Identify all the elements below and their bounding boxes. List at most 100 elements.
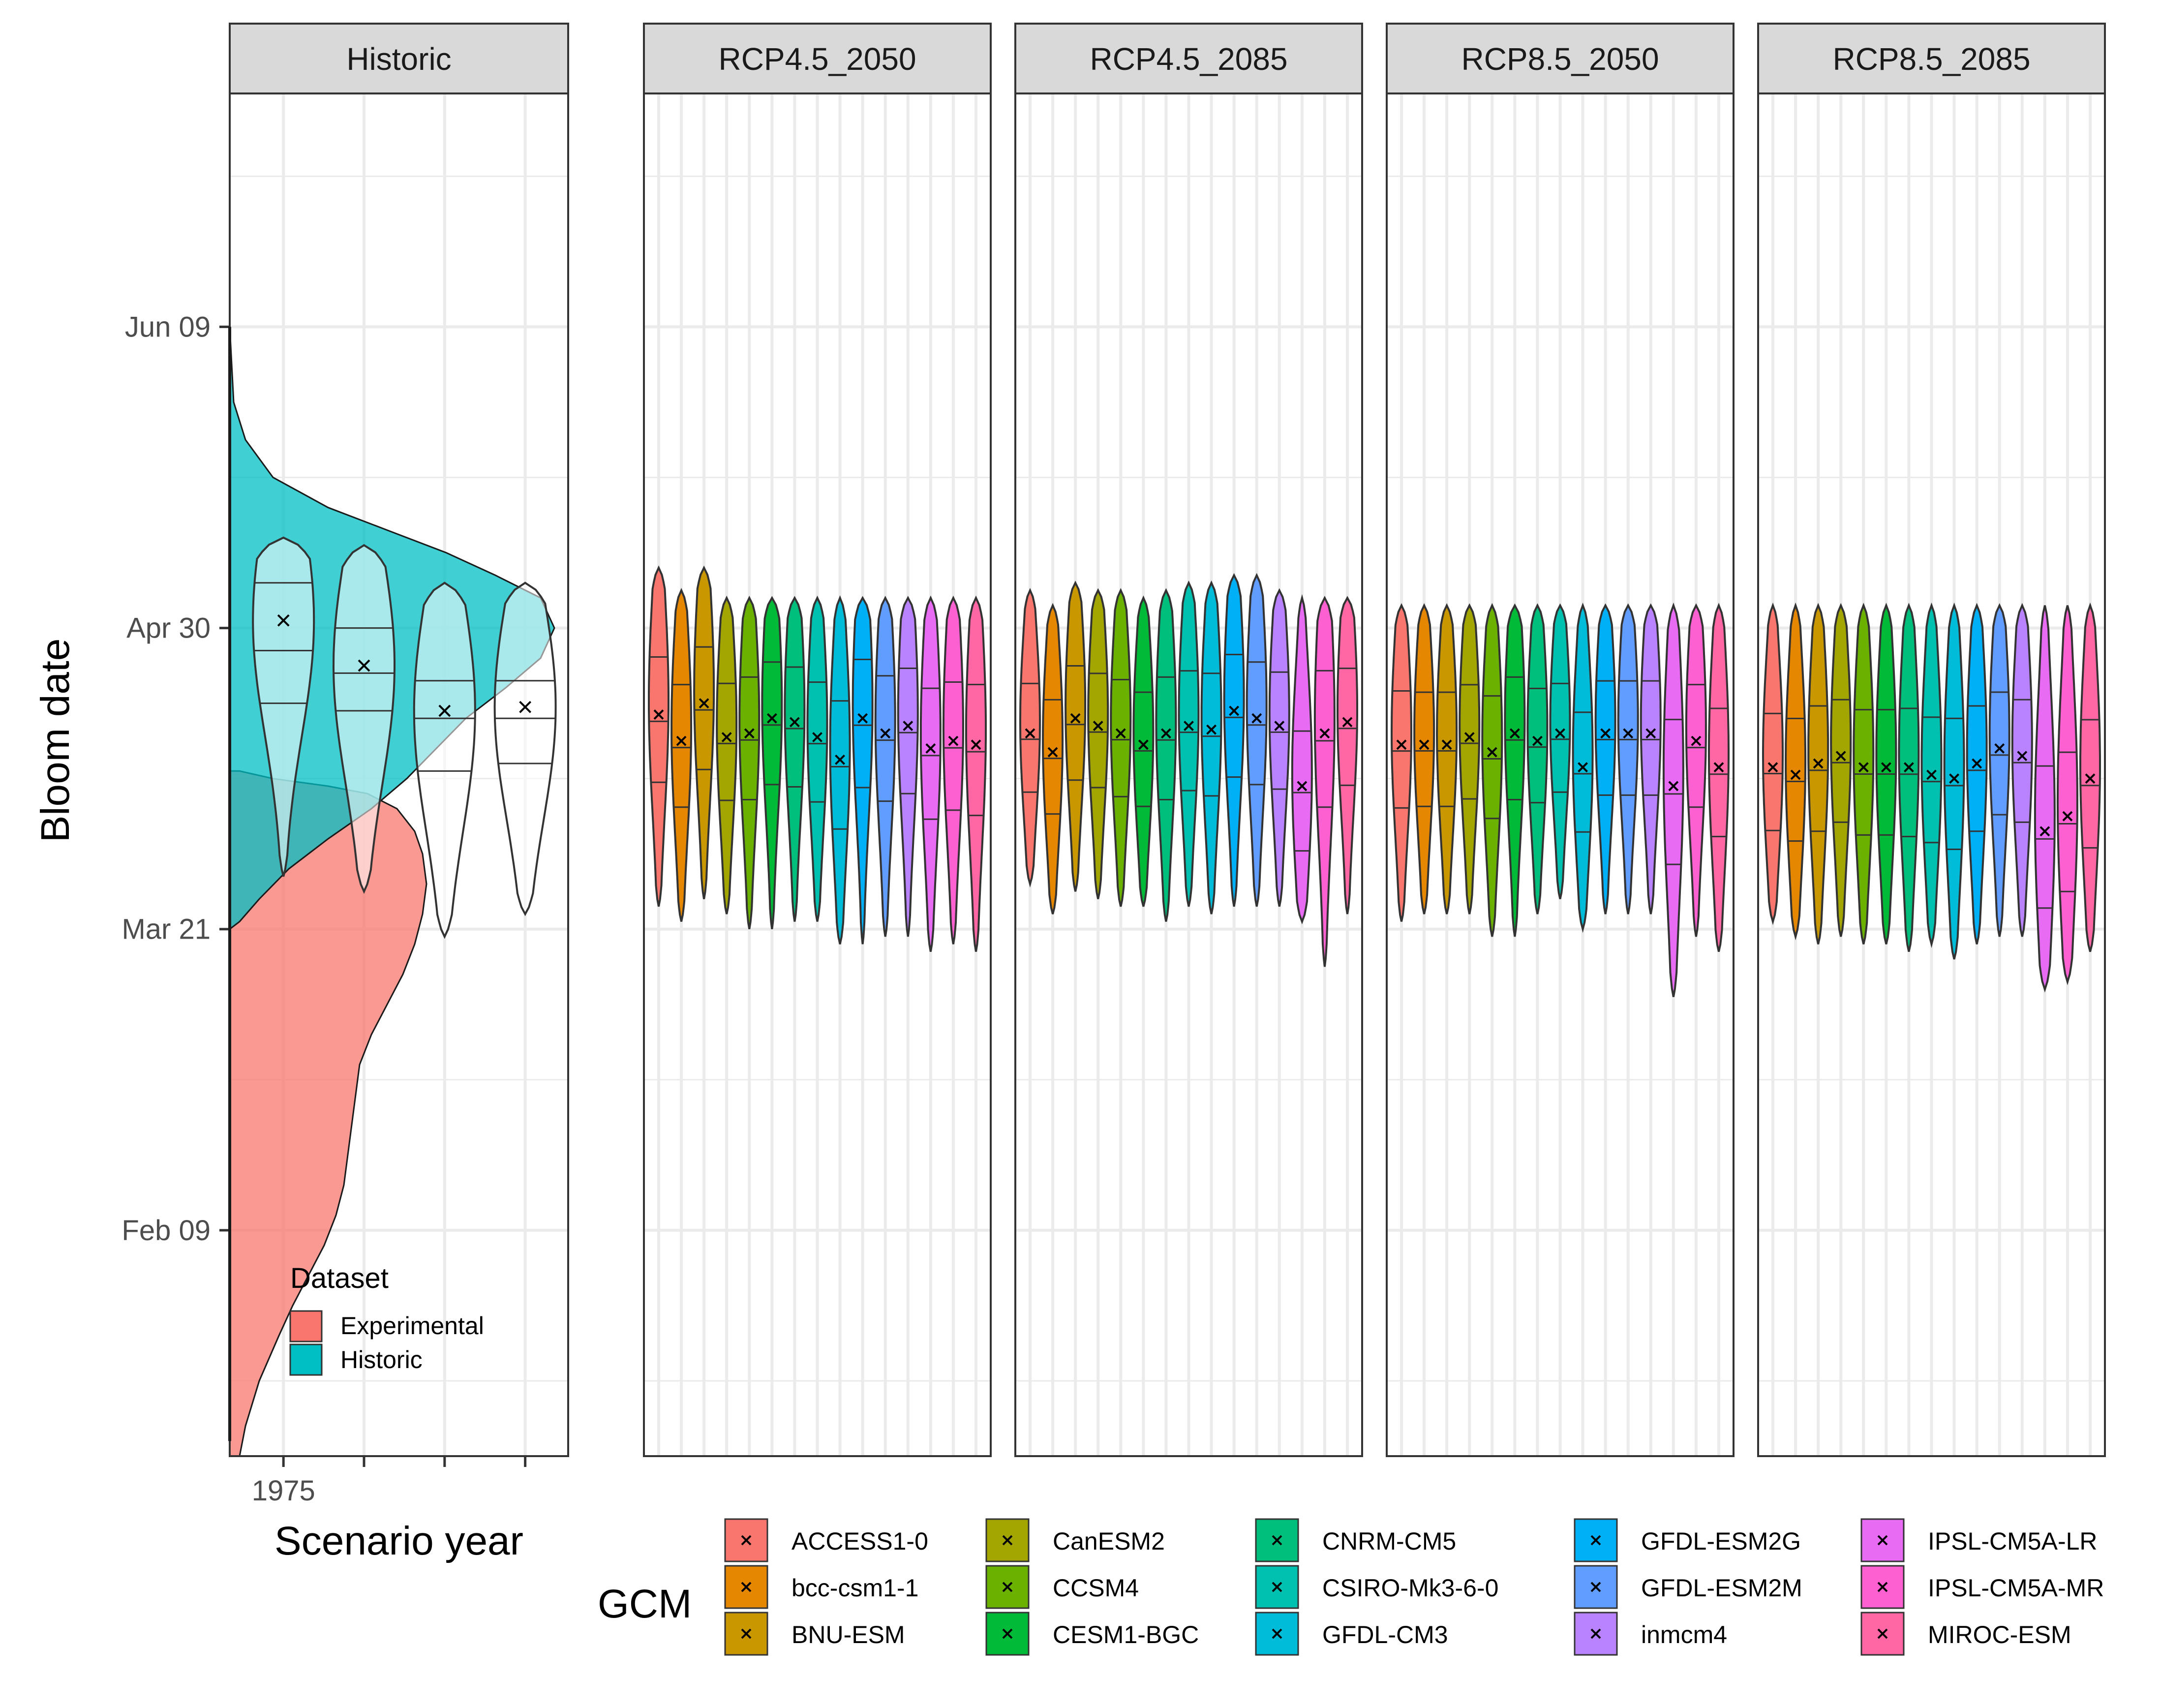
violin-RCP8.5_2050-IPSL-CM5A-LR (1662, 602, 1684, 997)
violin-mean-marker (1297, 781, 1308, 792)
gcm-legend-entry-BNU-ESM: BNU-ESM (724, 1612, 905, 1656)
gcm-legend-label: IPSL-CM5A-MR (1928, 1574, 2104, 1602)
violin-mean-marker (1668, 781, 1679, 792)
violin-RCP8.5_2050-GFDL-ESM2M (1617, 603, 1639, 915)
scenario-panels: RCP4.5_2050 RCP4.5_2085 RCP8.5_2050 RCP8.5_… (643, 23, 2106, 1457)
violin-RCP8.5_2050-bcc-csm1-1 (1413, 603, 1435, 915)
gcm-legend-key-marker (741, 1628, 752, 1639)
gcm-legend-label: GFDL-ESM2G (1641, 1527, 1801, 1555)
gcm-legend-key-marker (1272, 1628, 1282, 1639)
violin-RCP8.5_2050-GFDL-ESM2G (1594, 603, 1616, 915)
violin-RCP4.5_2050-ACCESS1-0 (648, 565, 670, 907)
violin-mean-marker (721, 732, 732, 742)
gcm-legend-key-marker (1272, 1582, 1282, 1592)
violin-mean-marker (857, 713, 868, 724)
violin-RCP8.5_2085-GFDL-ESM2G (1966, 603, 1988, 945)
violin-RCP4.5_2050-CSIRO-Mk3-6-0 (806, 595, 828, 922)
historic-violin-2020 (493, 581, 557, 916)
violin-mean-marker (744, 728, 755, 739)
violin-mean-marker (1047, 747, 1058, 758)
violin-RCP4.5_2085-bcc-csm1-1 (1042, 603, 1064, 915)
violin-RCP8.5_2085-inmcm4 (2011, 603, 2033, 937)
gcm-legend-entry-CanESM2: CanESM2 (985, 1518, 1165, 1562)
gcm-legend-key-marker (1002, 1582, 1013, 1592)
gcm-legend-entry-GFDL-ESM2G: GFDL-ESM2G (1574, 1518, 1801, 1562)
violin-RCP8.5_2050-IPSL-CM5A-MR (1685, 603, 1707, 937)
violin-RCP4.5_2050-CESM1-BGC (761, 596, 783, 929)
violin-RCP8.5_2050-CNRM-CM5 (1526, 603, 1549, 915)
gcm-legend-key-marker (1877, 1628, 1888, 1639)
violin-RCP8.5_2085-MIROC-ESM (2079, 602, 2101, 952)
violin-RCP4.5_2050-GFDL-CM3 (829, 595, 851, 945)
gcm-legend-key-marker (1002, 1628, 1013, 1639)
gcm-legend-entry-IPSL-CM5A-MR: IPSL-CM5A-MR (1860, 1565, 2104, 1609)
scenario-panel-RCP4.5_2085: RCP4.5_2085 (1014, 23, 1363, 1457)
historic-violins (252, 536, 557, 939)
violin-RCP4.5_2085-IPSL-CM5A-MR (1313, 595, 1336, 967)
y-tick-label-3: Jun 09 (125, 311, 211, 343)
scenario-strip-label: RCP4.5_2050 (718, 41, 916, 77)
violin-RCP4.5_2050-GFDL-ESM2M (874, 595, 896, 937)
gcm-legend-label: CESM1-BGC (1053, 1621, 1199, 1648)
violin-mean-marker (1161, 728, 1171, 739)
violin-mean-marker (1070, 713, 1081, 724)
gcm-legend-key (1860, 1612, 1905, 1656)
violin-mean-marker (925, 743, 936, 754)
violin-RCP4.5_2085-CanESM2 (1087, 588, 1109, 899)
historic-strip (229, 23, 569, 94)
violin-mean-marker (1464, 732, 1475, 742)
scenario-strip (1386, 23, 1735, 94)
violin-RCP4.5_2085-MIROC-ESM (1337, 596, 1358, 915)
violin-mean-marker (1835, 751, 1846, 762)
violin-mean-marker (948, 735, 959, 746)
gcm-legend-label: CanESM2 (1053, 1527, 1165, 1555)
violin-RCP4.5_2085-BNU-ESM (1065, 580, 1087, 892)
gcm-legend-key-marker (1002, 1535, 1013, 1546)
gcm-legend-key-marker (1590, 1582, 1601, 1592)
gcm-legend-key-marker (1590, 1628, 1601, 1639)
violin-RCP8.5_2050-CanESM2 (1459, 603, 1481, 915)
violin-RCP8.5_2050-GFDL-CM3 (1572, 602, 1594, 933)
violin-RCP8.5_2085-bcc-csm1-1 (1785, 602, 1807, 941)
violin-mean-marker (1251, 713, 1262, 724)
violin-RCP8.5_2085-GFDL-ESM2M (1988, 603, 2010, 937)
violin-mean-marker (1093, 721, 1103, 731)
violin-mean-marker (2039, 826, 2050, 837)
scenario-panel-RCP8.5_2085: RCP8.5_2085 (1757, 23, 2106, 1457)
violin-mean-marker (1994, 743, 2005, 754)
violin-mean-marker (1419, 739, 1430, 750)
gcm-legend-title: GCM (598, 1582, 692, 1626)
scenario-panel-RCP4.5_2050: RCP4.5_2050 (643, 23, 992, 1457)
violin-RCP4.5_2050-bcc-csm1-1 (670, 588, 693, 922)
violin-mean-marker (1813, 758, 1824, 769)
violin-RCP4.5_2085-CSIRO-Mk3-6-0 (1178, 580, 1200, 907)
scenario-strip (1757, 23, 2106, 94)
violin-RCP8.5_2085-CNRM-CM5 (1898, 603, 1920, 952)
x-axis-title: Scenario year (274, 1519, 523, 1563)
violin-RCP4.5_2085-GFDL-ESM2G (1223, 573, 1245, 907)
dataset-legend-label-historic: Historic (340, 1346, 423, 1373)
historic-violin-2005 (413, 581, 476, 939)
violin-mean-marker (1858, 762, 1869, 773)
gcm-legend-label: IPSL-CM5A-LR (1928, 1527, 2098, 1555)
violin-RCP4.5_2050-CCSM4 (738, 595, 761, 930)
x-tick-label-0: 1975 (252, 1475, 315, 1507)
violin-RCP4.5_2050-inmcm4 (897, 596, 919, 937)
violin-mean-marker (1025, 728, 1035, 739)
historic-violin-mean-marker (277, 614, 290, 627)
violin-RCP8.5_2085-CSIRO-Mk3-6-0 (1920, 602, 1943, 948)
violin-mean-marker (1532, 735, 1543, 746)
violin-mean-marker (1713, 762, 1724, 773)
violin-mean-marker (1396, 739, 1407, 750)
gcm-legend-key-marker (1877, 1535, 1888, 1546)
violin-mean-marker (1441, 739, 1452, 750)
gcm-legend-label: CCSM4 (1053, 1574, 1139, 1602)
gcm-legend-entry-GFDL-ESM2M: GFDL-ESM2M (1574, 1565, 1802, 1609)
gcm-legend-label: GFDL-ESM2M (1641, 1574, 1802, 1602)
gcm-legend-key-marker (741, 1582, 752, 1592)
scenario-strip-label: RCP8.5_2050 (1461, 41, 1659, 77)
y-tick-label-1: Mar 21 (122, 914, 211, 946)
violin-mean-marker (1555, 728, 1565, 739)
gcm-legend-entry-CCSM4: CCSM4 (985, 1565, 1139, 1609)
